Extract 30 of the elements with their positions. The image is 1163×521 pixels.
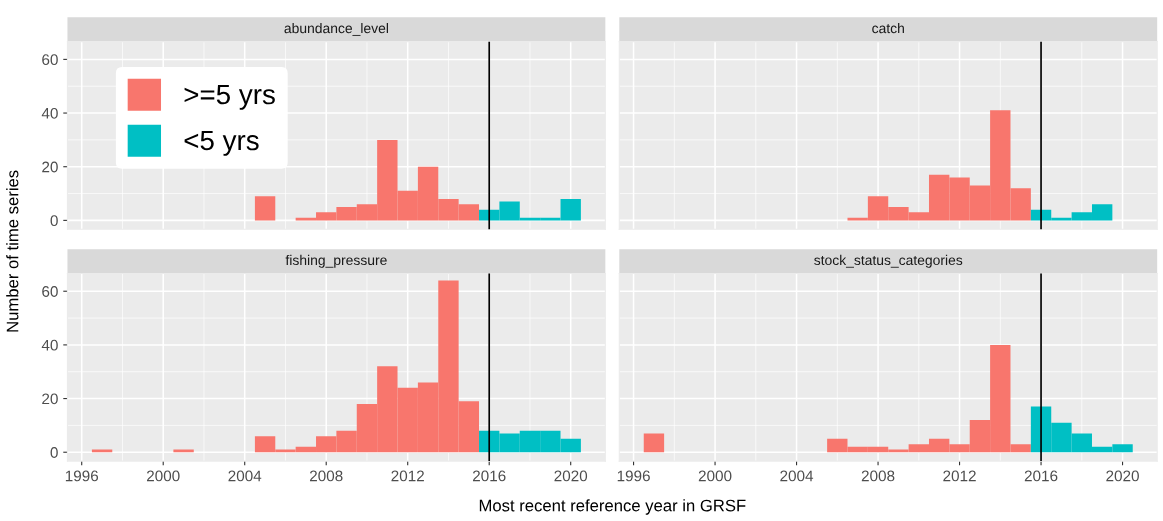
x-tick-label: 2012 [391,470,424,482]
y-tick-label: 0 [50,215,58,227]
x-tick-label: 2016 [472,470,506,482]
legend-label: <5 yrs [184,130,259,156]
x-tick-label: 1996 [65,470,99,482]
chart-title: fishing_pressure [285,254,387,268]
x-tick-label: 2012 [943,470,976,482]
y-tick-label: 20 [42,161,58,173]
x-tick-label: 2016 [1024,470,1058,482]
chart-title: stock_status_categories [814,254,963,268]
y-tick-label: 40 [41,107,58,119]
x-tick-label: 2008 [309,470,343,482]
y-tick-label: 60 [42,286,58,297]
x-tick-label: 2004 [780,470,814,482]
x-tick-label: 2004 [228,470,262,482]
y-axis-title: Number of time series [6,170,19,332]
x-axis-title: Most recent reference year in GRSF [479,499,746,515]
y-tick-label: 0 [50,447,58,458]
chart-title: abundance_level [284,23,388,36]
x-tick-label: 1996 [617,470,650,482]
x-tick-label: 2020 [1106,470,1139,482]
x-tick-label: 2020 [554,470,588,482]
legend-label: >=5 yrs [184,84,275,110]
y-tick-label: 40 [41,339,58,351]
y-tick-label: 60 [42,54,58,66]
y-tick-label: 20 [42,393,58,405]
x-tick-label: 2008 [861,470,895,482]
x-tick-label: 2000 [698,470,732,482]
chart-title: catch [872,23,904,34]
x-tick-label: 2000 [146,470,180,482]
